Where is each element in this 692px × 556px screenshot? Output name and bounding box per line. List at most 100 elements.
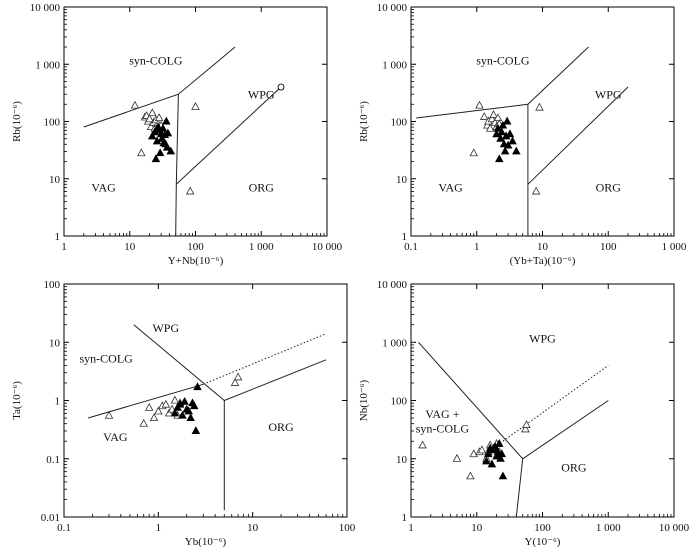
field-boundary-line (87, 383, 204, 419)
x-axis-label: (Yb+Ta)(10⁻⁶) (510, 255, 576, 267)
filled-triangle-marker (158, 123, 168, 132)
open-triangle-marker (466, 471, 475, 480)
field-label: ORG (561, 461, 587, 475)
filled-triangle-marker (498, 471, 508, 480)
y-tick-label: 100 (44, 279, 61, 291)
open-triangle-marker (233, 372, 243, 381)
x-tick-label: 10 (471, 522, 483, 534)
filled-triangle-marker (482, 456, 491, 465)
y-tick-label: 100 (391, 396, 408, 408)
open-triangle-marker (164, 408, 174, 417)
x-tick-label: 10 000 (659, 522, 690, 534)
filled-triangle-marker (494, 439, 504, 447)
panel-nb-vs-y: 1 10 100 1 000 10 000 1 10 100 1 000 10 000 Y(10⁻⁶… (358, 279, 690, 548)
filled-triangle-marker (487, 459, 497, 468)
filled-triangle-marker (162, 142, 172, 151)
field-label: VAG (438, 180, 463, 194)
open-triangle-marker (531, 186, 541, 195)
filled-triangle-marker (497, 127, 507, 136)
open-triangle-marker (418, 440, 427, 449)
field-label: syn-COLG (416, 422, 470, 436)
open-triangle-marker (230, 378, 240, 386)
y-tick-label: 1 000 (35, 59, 60, 71)
x-axis-label: Y(10⁻⁶) (525, 536, 561, 548)
x-tick-label: 1 (61, 241, 67, 253)
panel-ta-vs-yb: 0.1 1 10 1000.010.1110100Yb(10⁻⁶)Ta(10⁻⁶)WP… (11, 279, 356, 548)
y-tick-label: 1 (55, 396, 61, 408)
x-tick-label: 100 (534, 522, 551, 534)
plot-frame (410, 6, 675, 237)
y-tick-label: 100 (391, 117, 408, 129)
y-tick-label: 1 (402, 512, 408, 524)
open-triangle-marker (104, 410, 114, 419)
filled-triangle-marker (500, 146, 510, 155)
x-tick-label: 100 (187, 241, 204, 253)
open-triangle-marker (485, 123, 495, 132)
field-boundary-line (522, 400, 609, 460)
open-triangle-marker (170, 395, 180, 404)
open-triangle-marker (479, 112, 489, 120)
y-tick-label: 10 (396, 454, 408, 466)
filled-triangle-marker (170, 408, 180, 417)
y-tick-label: 10 (396, 174, 408, 186)
field-boundary-line (175, 94, 179, 237)
x-axis-label: Y+Nb(10⁻⁶) (168, 255, 224, 267)
open-triangle-marker (154, 113, 164, 122)
x-axis-label: Yb(10⁻⁶) (185, 536, 227, 548)
open-triangle-marker (130, 100, 140, 109)
plot-frame (410, 283, 675, 518)
y-axis-label: Ta(10⁻⁶) (11, 381, 23, 420)
field-label: syn-COLG (129, 53, 183, 67)
open-triangle-marker (154, 406, 163, 415)
x-tick-label: 1 (156, 522, 162, 534)
dotted-boundary-line (203, 333, 327, 385)
open-triangle-marker (522, 420, 531, 428)
open-triangle-marker (185, 186, 195, 195)
x-tick-label: 1 000 (662, 241, 687, 253)
filled-triangle-marker (178, 410, 187, 419)
filled-triangle-marker (512, 146, 521, 155)
filled-triangle-marker (503, 140, 513, 149)
filled-triangle-marker (484, 449, 493, 458)
x-tick-label: 100 (339, 522, 356, 534)
field-label: WPG (152, 321, 179, 335)
panel-rb-vs-y-nb: 1 10 100 1 000 10 000 1 10 100 1 000 10 000 Y+Nb(1… (11, 2, 343, 267)
filled-triangle-marker (166, 146, 176, 155)
field-label: WPG (248, 88, 275, 102)
x-tick-label: 10 (537, 241, 549, 253)
open-triangle-marker (475, 100, 484, 109)
open-triangle-marker (149, 413, 159, 422)
y-axis-label: Rb(10⁻⁶) (11, 101, 23, 142)
filled-triangle-marker (508, 136, 517, 145)
dotted-boundary-line (502, 364, 609, 442)
plot-frame (63, 6, 328, 237)
filled-triangle-marker (496, 133, 505, 142)
y-tick-label: 10 000 (377, 2, 408, 14)
field-boundary-line (175, 86, 282, 185)
x-tick-label: 10 (124, 241, 136, 253)
field-label: VAG (91, 180, 116, 194)
filled-triangle-marker (147, 131, 157, 140)
x-tick-label: 1 (474, 241, 480, 253)
open-triangle-marker (144, 402, 154, 411)
open-triangle-marker (493, 113, 503, 122)
field-label: syn-COLG (80, 351, 134, 365)
open-triangle-marker (161, 399, 171, 408)
filled-triangle-marker (502, 116, 512, 125)
plot-frame (63, 283, 348, 518)
filled-triangle-marker (163, 128, 173, 137)
y-tick-label: 0.1 (46, 454, 60, 466)
open-circle-marker (277, 83, 285, 91)
y-tick-label: 10 000 (377, 279, 408, 291)
y-axis-label: Nb(10⁻⁶) (358, 379, 370, 421)
field-label: VAG + (425, 407, 459, 421)
x-tick-label: 0.1 (57, 522, 71, 534)
open-triangle-marker (452, 453, 462, 462)
filled-triangle-marker (497, 449, 507, 458)
x-tick-label: 1 000 (249, 241, 274, 253)
filled-triangle-marker (151, 154, 161, 163)
field-boundary-line (224, 359, 327, 401)
field-label: WPG (529, 331, 556, 345)
